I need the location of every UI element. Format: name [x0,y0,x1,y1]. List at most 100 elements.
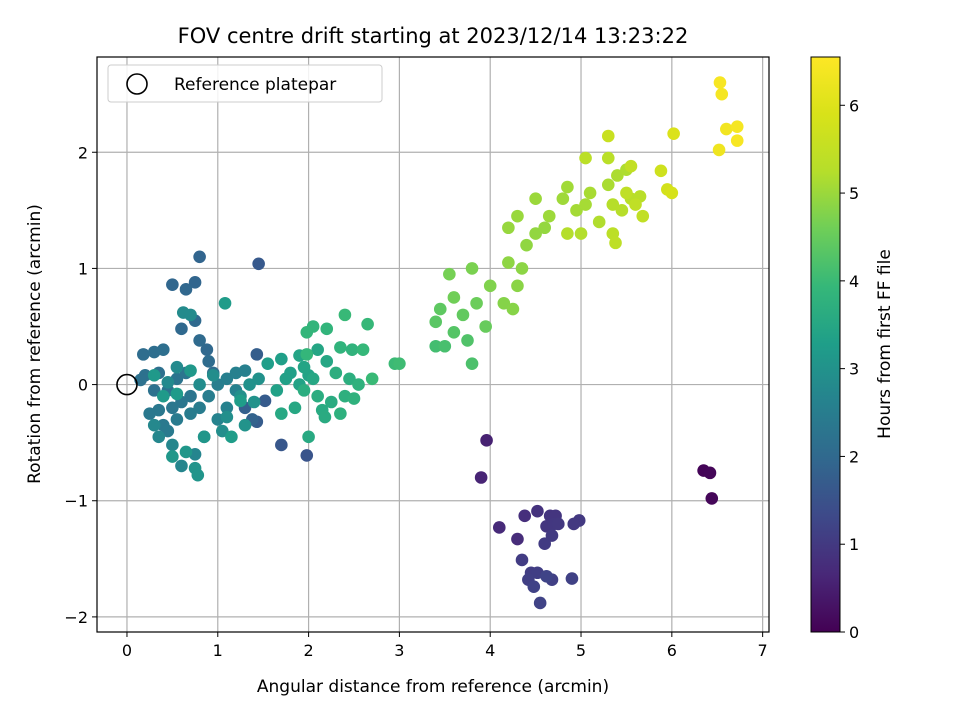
data-point [492,521,506,534]
data-point [170,413,184,426]
colorbar-tick-label: 2 [849,447,859,466]
data-point [261,357,275,370]
data-point [552,517,565,531]
data-point [166,278,179,291]
data-point [529,192,542,206]
data-point [540,569,553,583]
data-point [193,401,206,415]
data-point [579,198,592,211]
x-tick-label: 1 [213,641,223,660]
data-point [175,322,188,336]
data-point [620,186,633,200]
data-point [193,250,206,264]
data-point [345,343,359,357]
colorbar: 0 1 2 3 4 5 6 Hours from first FF file [810,56,895,642]
x-tick-label: 6 [667,641,677,660]
data-point [218,296,232,310]
data-point [338,308,352,322]
data-point [356,343,370,357]
data-point [220,410,234,424]
data-point [461,334,474,347]
data-point [601,178,615,192]
colorbar-tick-label: 0 [849,623,859,642]
data-point [720,122,733,136]
data-point [511,532,524,546]
data-point [474,471,488,484]
data-point [279,372,293,386]
data-point [143,407,156,420]
data-point [300,449,314,462]
data-point [334,407,347,420]
data-point [311,389,324,403]
data-point [361,317,374,331]
data-point [703,466,717,480]
data-point [483,279,497,293]
colorbar-tick-label: 5 [849,184,859,203]
data-point [615,204,629,217]
data-point [147,384,161,397]
data-point [447,326,461,339]
data-point [179,283,193,296]
data-point [601,129,615,143]
data-point [730,120,744,133]
data-point [188,276,202,289]
data-point [288,401,302,415]
x-tick-label: 0 [122,641,132,660]
data-point [206,368,220,382]
data-point [470,296,483,310]
data-point [515,553,529,567]
data-point [429,315,443,329]
colorbar-tick-label: 1 [849,535,859,554]
data-point [225,430,238,444]
data-point [365,372,379,386]
data-point [713,76,727,89]
x-axis-label: Angular distance from reference (arcmin) [257,677,609,697]
data-point [538,221,551,235]
colorbar-tick-label: 3 [849,360,859,379]
colorbar-gradient [810,56,841,633]
x-tick-label: 3 [394,641,404,660]
data-point [156,389,170,403]
data-point [318,410,332,424]
data-point [429,339,443,353]
data-point [665,186,679,200]
legend-entry-reference-platepar: Reference platepar [174,75,336,95]
data-point [297,360,311,374]
data-point [193,378,206,391]
data-point [275,438,288,452]
data-point [465,357,479,370]
data-point [465,262,479,275]
data-point [502,221,515,235]
data-point [300,326,314,339]
y-tick-label: −1 [64,492,88,511]
data-point [179,445,193,459]
data-point [352,378,365,391]
data-point [667,127,680,140]
data-point [202,389,215,403]
data-point [252,372,265,386]
data-point [515,262,529,275]
y-tick-label: −2 [64,608,88,627]
data-point [480,434,493,447]
data-points [134,76,744,610]
data-point [606,198,620,211]
data-point [542,209,556,223]
data-point [147,418,161,432]
data-point [531,504,544,518]
data-point [324,395,338,409]
data-point [202,355,215,368]
data-point [220,401,234,415]
legend-box [107,64,383,103]
data-point [529,227,542,240]
data-point [270,384,284,397]
data-point [275,407,288,420]
y-tick-label: 2 [78,143,88,162]
data-point [320,322,334,336]
data-point [334,341,347,354]
data-point [511,209,524,223]
data-point [306,372,320,386]
data-point [705,492,719,505]
y-axis-ticks: −2 −1 0 1 2 [64,143,97,627]
y-axis-label: Rotation from reference (arcmin) [25,204,45,484]
data-point [238,418,252,432]
